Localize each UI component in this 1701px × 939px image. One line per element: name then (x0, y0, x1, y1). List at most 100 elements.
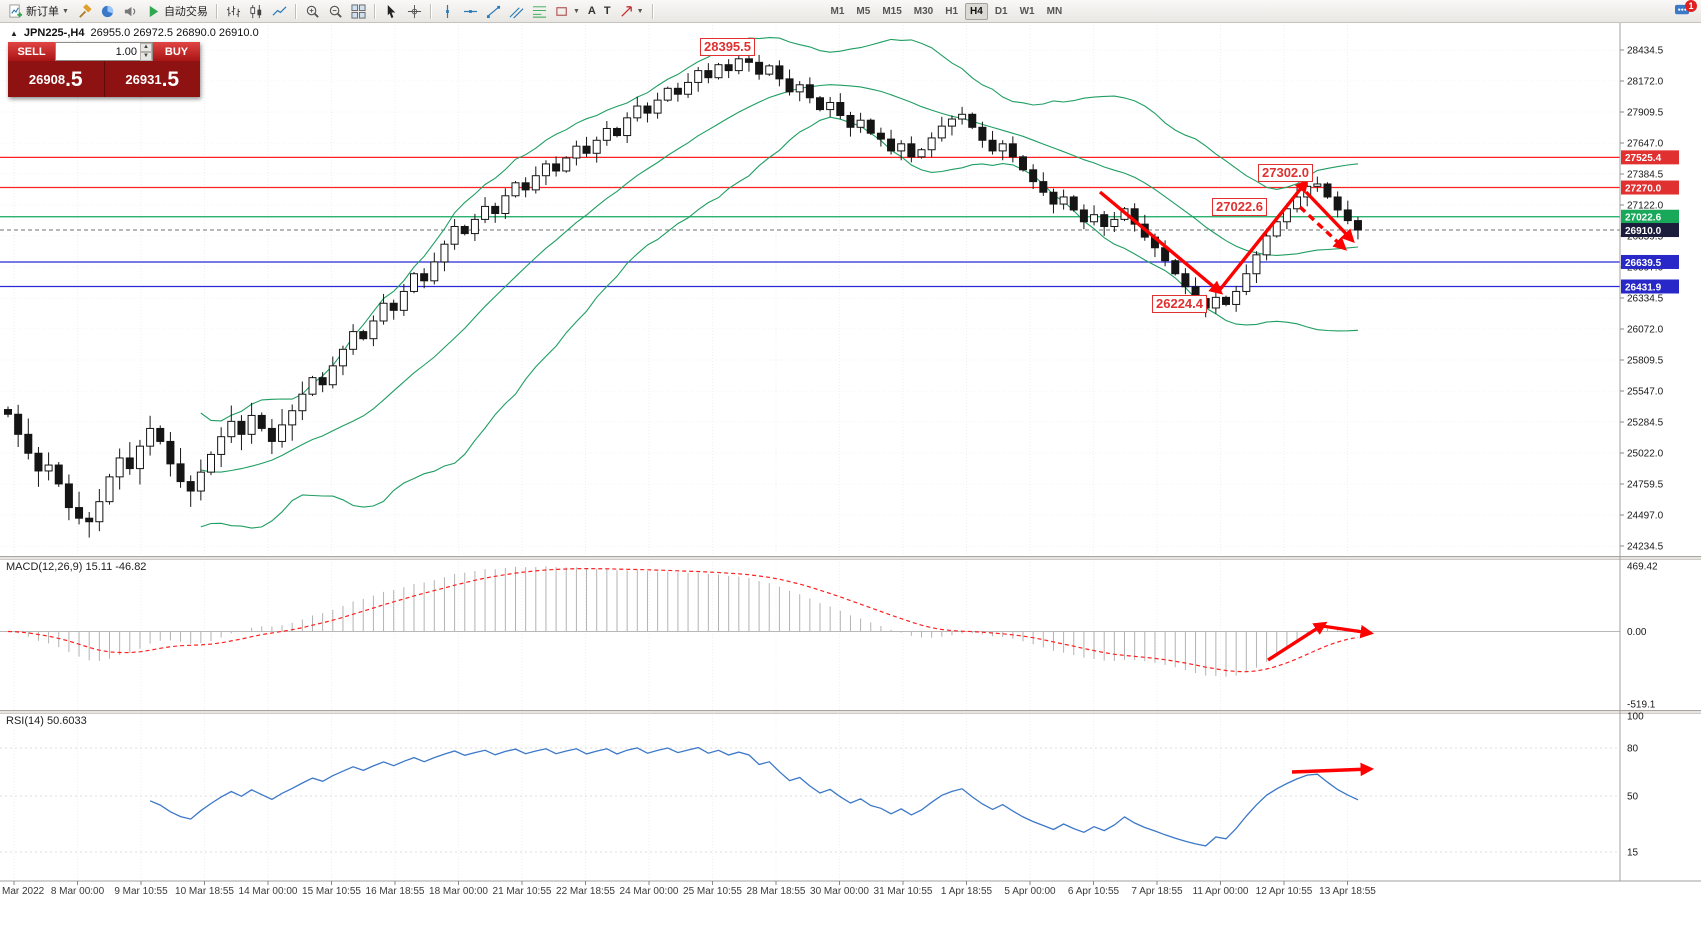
trend-arrow[interactable] (1216, 178, 1309, 294)
arrows-tool-button[interactable]: ▼ (616, 2, 647, 21)
axis-tick-label: 24234.5 (1627, 542, 1664, 553)
metaeditor-button[interactable] (74, 2, 95, 21)
autotrading-button[interactable]: 自动交易 (143, 2, 211, 21)
toolbar-right-group: 1 (1674, 0, 1697, 19)
shapes-tool-button[interactable]: ▼ (552, 2, 583, 21)
symbol-up-icon: ▲ (10, 28, 18, 38)
axis-tick-label: 27122.0 (1627, 201, 1664, 212)
horizontal-level-lines[interactable] (0, 156, 1620, 288)
date-label: 31 Mar 10:55 (874, 886, 933, 897)
candlestick-chart-button[interactable] (246, 2, 267, 21)
sell-button[interactable]: SELL (8, 42, 55, 61)
timeframe-h1[interactable]: H1 (945, 5, 959, 17)
trend-arrow[interactable] (1098, 190, 1224, 295)
timeframe-m1[interactable]: M1 (830, 5, 845, 17)
axis-tick-label: 28172.0 (1627, 77, 1664, 88)
alerts-button[interactable] (120, 2, 141, 21)
buy-price[interactable]: 26931.5 (125, 67, 180, 91)
timeframe-m15[interactable]: M15 (882, 5, 902, 17)
crosshair-icon (407, 4, 422, 19)
volume-stepper[interactable]: 1.00 ▲ ▼ (55, 42, 153, 61)
axis-price-badge (1621, 180, 1679, 195)
axis-tick-label: 27647.0 (1627, 139, 1664, 150)
channel-tool-button[interactable] (506, 2, 527, 21)
date-label: 25 Mar 10:55 (683, 886, 742, 897)
price-annotation[interactable]: 27302.0 (1258, 164, 1313, 182)
timeframe-d1[interactable]: D1 (994, 5, 1008, 17)
trend-arrow[interactable] (1267, 621, 1328, 662)
text-tool-button[interactable]: A (585, 2, 599, 21)
trend-arrows[interactable] (1098, 178, 1375, 777)
sell-price[interactable]: 26908.5 (8, 61, 105, 97)
hammer-icon (77, 3, 92, 19)
timeframe-w1[interactable]: W1 (1019, 5, 1035, 17)
tile-windows-icon (351, 3, 366, 19)
price-annotation[interactable]: 26224.4 (1152, 295, 1207, 313)
volume-spin-buttons: ▲ ▼ (140, 43, 152, 61)
timeframe-mn[interactable]: MN (1046, 5, 1063, 17)
vertical-line-icon (440, 4, 455, 19)
shapes-icon (555, 4, 570, 19)
rsi-scale-label: 15 (1627, 848, 1639, 859)
line-chart-button[interactable] (269, 2, 290, 21)
time-axis[interactable]: Mar 2022 8 Mar 00:00 9 Mar 10:55 10 Mar 18:… (0, 880, 1701, 897)
new-order-button[interactable]: 新订单 ▼ (5, 2, 72, 21)
volume-down-button[interactable]: ▼ (140, 52, 152, 61)
volume-value[interactable]: 1.00 (115, 46, 137, 58)
date-label: 12 Apr 10:55 (1256, 886, 1313, 897)
label-tool-button[interactable]: T (601, 2, 614, 21)
macd-label: MACD(12,26,9) 15.11 -46.82 (6, 561, 147, 573)
timeframe-buttons: M1 M5 M15 M30 H1 H4 D1 W1 MN (826, 2, 1068, 20)
axis-price-badge-label: 26910.0 (1625, 226, 1662, 237)
toolbar: 新订单 ▼ 自动交易 (0, 0, 1701, 23)
trendline-tool-button[interactable] (483, 2, 504, 21)
timeframe-h4[interactable]: H4 (965, 2, 988, 20)
zoom-out-button[interactable] (325, 2, 346, 21)
chart-symbol-period: JPN225-,H4 (23, 27, 85, 39)
fibonacci-tool-button[interactable] (529, 2, 550, 21)
axis-price-badge (1621, 254, 1679, 269)
axis-price-badge-label: 26431.9 (1625, 282, 1662, 293)
timeframe-m30[interactable]: M30 (913, 5, 934, 17)
date-label: 30 Mar 00:00 (810, 886, 869, 897)
date-label: 9 Mar 10:55 (114, 886, 168, 897)
date-label: 18 Mar 00:00 (429, 886, 488, 897)
axis-tick-label: 27384.5 (1627, 170, 1664, 181)
market-watch-button[interactable] (97, 2, 118, 21)
volume-up-button[interactable]: ▲ (140, 43, 152, 52)
rsi-scale-label: 50 (1627, 792, 1639, 803)
tile-windows-button[interactable] (348, 2, 369, 21)
price-annotation[interactable]: 28395.5 (700, 38, 755, 56)
timeframe-m5[interactable]: M5 (856, 5, 871, 17)
price-axis[interactable]: 28434.5 28172.0 27909.5 27647.0 27384.5 27122… (1619, 22, 1679, 881)
pie-chart-icon (100, 4, 115, 19)
toolbar-separator (429, 3, 432, 19)
cursor-button[interactable] (381, 2, 402, 21)
rsi-panel (0, 746, 1620, 853)
axis-price-badge-label: 27270.0 (1625, 183, 1662, 194)
bar-chart-button[interactable] (223, 2, 244, 21)
crosshair-button[interactable] (404, 2, 425, 21)
vertical-line-tool-button[interactable] (437, 2, 458, 21)
trend-arrow[interactable] (1298, 205, 1347, 251)
buy-button[interactable]: BUY (153, 42, 200, 61)
macd-scale-label: -519.1 (1627, 699, 1656, 710)
arrow-tool-icon (619, 4, 634, 19)
trend-arrow[interactable] (1304, 190, 1355, 243)
toolbar-separator (294, 3, 297, 19)
horizontal-line-tool-button[interactable] (460, 2, 481, 21)
price-annotation[interactable]: 27022.6 (1212, 198, 1267, 216)
panel-separators[interactable] (0, 556, 1701, 714)
macd-scale-label: 469.42 (1627, 562, 1658, 573)
axis-tick-label: 25022.0 (1627, 449, 1664, 460)
date-label: 13 Apr 18:55 (1319, 886, 1376, 897)
axis-price-badge (1621, 279, 1679, 294)
chevron-down-icon: ▼ (62, 7, 69, 15)
chevron-down-icon: ▼ (636, 7, 644, 15)
trend-arrow[interactable] (1321, 624, 1375, 639)
notifications-button[interactable]: 1 (1674, 0, 1697, 19)
zoom-in-button[interactable] (302, 2, 323, 21)
trend-arrow[interactable] (1291, 762, 1375, 777)
notification-count-badge[interactable]: 1 (1685, 0, 1697, 12)
